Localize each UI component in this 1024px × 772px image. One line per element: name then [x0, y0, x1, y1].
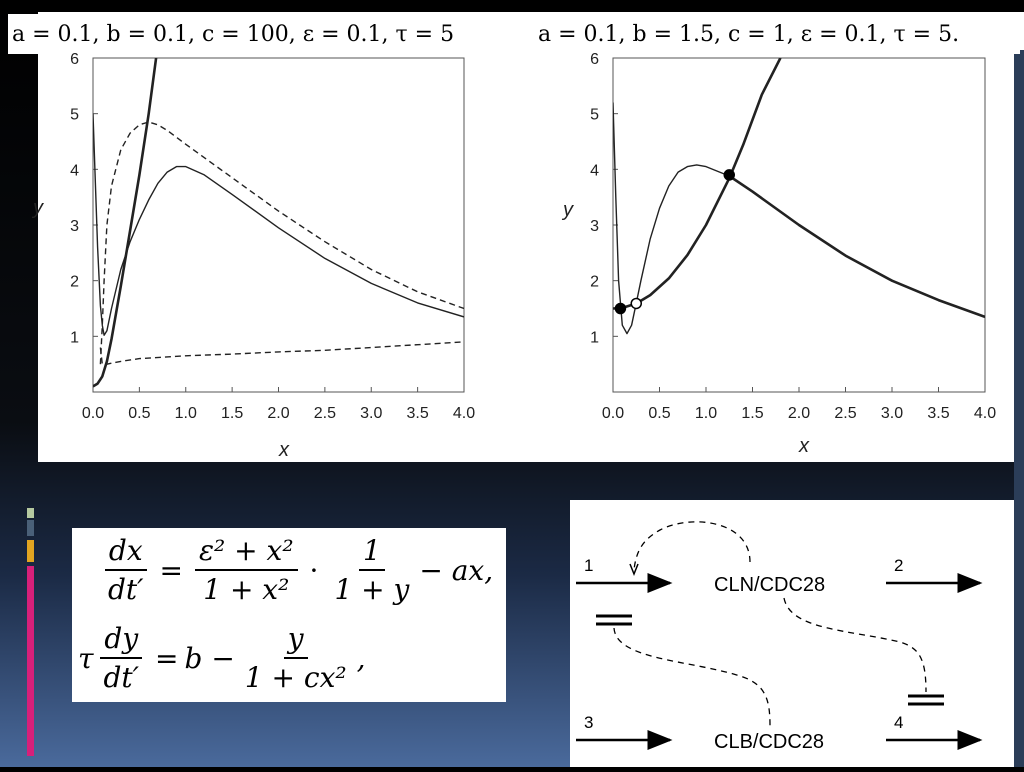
- left-y-axis-label: y: [31, 197, 44, 219]
- dot-operator: ·: [309, 553, 319, 587]
- right-series-line-2: [613, 102, 730, 335]
- one-plus-cx2-denominator: 1 + cx²: [244, 661, 347, 694]
- right-edge-strip: [1014, 50, 1024, 767]
- left-y-tick-label: 1: [70, 329, 79, 346]
- epsilon-fraction: ε² + x² 1 + x²: [195, 534, 298, 606]
- right-fixed-point-1: [614, 302, 627, 315]
- tau-symbol: τ: [78, 641, 94, 675]
- right-x-tick-label: 4.0: [974, 405, 996, 422]
- equation-dx: dx dt′ = ε² + x² 1 + x² · 1 1 + y − ax,: [98, 534, 493, 606]
- label-3: 3: [584, 713, 593, 732]
- clb-cdc28-label: CLB/CDC28: [714, 731, 824, 753]
- right-y-tick-label: 5: [590, 107, 599, 124]
- feedback-dashed-curve: [633, 521, 751, 571]
- minus-ax-term: − ax,: [419, 553, 494, 587]
- right-fixed-point-3: [723, 169, 735, 181]
- b-minus-term: b −: [184, 641, 235, 675]
- epsilon-denominator: 1 + x²: [203, 573, 290, 606]
- dx-dt-fraction: dx dt′: [104, 534, 148, 606]
- right-x-axis-label: x: [798, 435, 810, 457]
- right-y-tick-label: 6: [590, 51, 599, 68]
- diagram-svg: 1 2 3 4 CLN/CDC28 CLB/CDC28: [576, 521, 983, 753]
- y-numerator: y: [283, 622, 308, 659]
- one-plus-y-denominator: 1 + y: [334, 573, 410, 606]
- right-x-tick-label: 2.5: [834, 405, 856, 422]
- left-y-tick-label: 6: [70, 51, 79, 68]
- comma: ,: [356, 641, 366, 675]
- left-y-tick-label: 3: [70, 218, 79, 235]
- right-y-tick-label: 4: [590, 162, 599, 179]
- dt-denominator-2: dt′: [103, 661, 140, 694]
- right-x-tick-label: 1.5: [741, 405, 763, 422]
- clb-to-left-inhibit-dashed: [613, 627, 771, 727]
- cln-cdc28-label: CLN/CDC28: [714, 574, 825, 596]
- left-x-tick-label: 2.0: [267, 405, 289, 422]
- right-y-tick-label: 2: [590, 274, 599, 291]
- equals-sign-2: =: [155, 641, 179, 675]
- top-black-bar: [38, 0, 1024, 12]
- epsilon-numerator: ε² + x²: [195, 534, 298, 571]
- deco-bar-magenta: [27, 566, 34, 756]
- label-4: 4: [894, 713, 903, 732]
- y-fraction: y 1 + cx²: [241, 622, 351, 694]
- equation-dy: τ dy dt′ = b − y 1 + cx² ,: [78, 622, 366, 694]
- label-2: 2: [894, 556, 903, 575]
- left-y-tick-label: 4: [70, 162, 79, 179]
- left-series-line-1: [93, 58, 158, 388]
- left-x-tick-label: 4.0: [453, 405, 475, 422]
- left-x-tick-label: 3.5: [407, 405, 429, 422]
- label-1: 1: [584, 556, 593, 575]
- left-x-tick-label: 1.0: [175, 405, 197, 422]
- left-x-tick-label: 1.5: [221, 405, 243, 422]
- right-y-axis-label: y: [561, 199, 574, 221]
- left-series-line-4: [99, 341, 464, 365]
- right-x-tick-label: 3.5: [927, 405, 949, 422]
- plots-panel: [38, 0, 1024, 462]
- left-x-tick-label: 0.0: [82, 405, 104, 422]
- equals-sign: =: [159, 553, 184, 587]
- left-series-line-3: [99, 121, 464, 365]
- dt-denominator: dt′: [108, 573, 144, 606]
- right-series-line-3: [728, 174, 985, 319]
- left-chart-title: a = 0.1, b = 0.1, c = 100, ε = 0.1, τ = …: [8, 14, 516, 54]
- right-series-line-1: [613, 58, 782, 310]
- right-chart-title: a = 0.1, b = 1.5, c = 1, ε = 0.1, τ = 5.: [534, 14, 1020, 54]
- deco-bar-green: [27, 508, 34, 518]
- dy-numerator: dy: [100, 622, 143, 659]
- right-y-tick-label: 1: [590, 329, 599, 346]
- dy-dt-fraction: dy dt′: [100, 622, 144, 694]
- left-x-tick-label: 2.5: [314, 405, 336, 422]
- deco-bar-slate: [27, 520, 34, 536]
- right-x-tick-label: 2.0: [788, 405, 810, 422]
- right-fixed-point-2: [630, 297, 642, 310]
- right-x-tick-label: 1.0: [695, 405, 717, 422]
- equations-box: dx dt′ = ε² + x² 1 + x² · 1 1 + y − ax, …: [72, 528, 506, 702]
- one-numerator: 1: [358, 534, 385, 571]
- left-x-tick-label: 0.5: [128, 405, 150, 422]
- left-y-tick-label: 5: [70, 107, 79, 124]
- left-x-tick-label: 3.0: [360, 405, 382, 422]
- left-y-tick-label: 2: [70, 274, 79, 291]
- dx-numerator: dx: [104, 534, 147, 571]
- cln-to-right-inhibit-dashed: [783, 597, 927, 693]
- right-x-tick-label: 0.5: [648, 405, 670, 422]
- right-y-tick-label: 3: [590, 218, 599, 235]
- left-series-line-2: [93, 113, 464, 336]
- deco-bar-orange: [27, 540, 34, 562]
- one-over-y-fraction: 1 1 + y: [330, 534, 413, 606]
- feedback-arrowhead: [629, 563, 639, 577]
- left-x-axis-label: x: [278, 439, 290, 461]
- right-x-tick-label: 0.0: [602, 405, 624, 422]
- right-x-tick-label: 3.0: [881, 405, 903, 422]
- cell-cycle-diagram: 1 2 3 4 CLN/CDC28 CLB/CDC28: [570, 500, 1014, 767]
